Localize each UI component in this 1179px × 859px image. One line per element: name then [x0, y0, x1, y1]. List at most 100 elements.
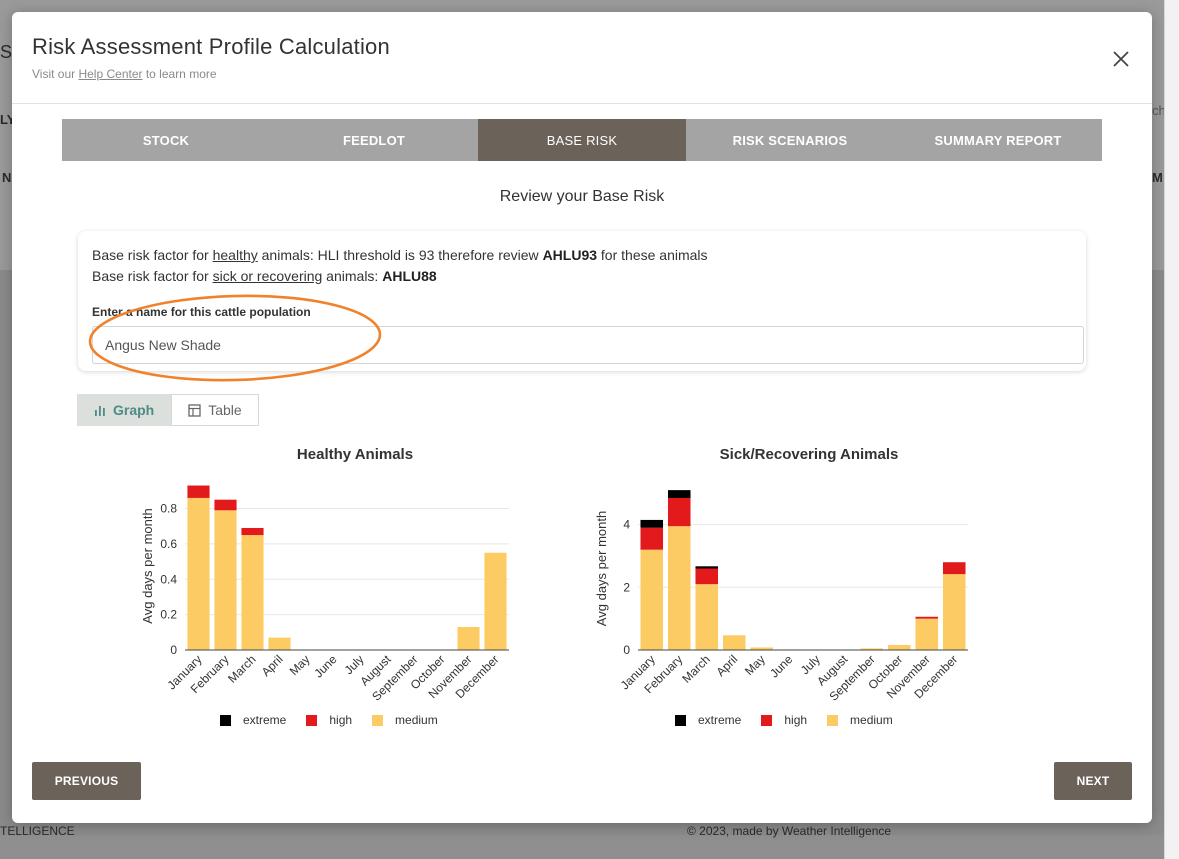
- y-tick-label: 4: [623, 518, 630, 532]
- text: animals: HLI threshold is 93 therefore r…: [257, 247, 543, 263]
- y-axis-label: Avg days per month: [140, 508, 155, 623]
- bar-high-february[interactable]: [214, 499, 237, 511]
- subtitle-prefix: Visit our: [32, 67, 79, 81]
- bar-medium-march[interactable]: [695, 584, 719, 650]
- legend-item-high: high: [761, 713, 807, 727]
- x-tick-label: June: [311, 652, 340, 681]
- background-fragment: M: [1152, 170, 1163, 185]
- bar-chart-icon: [95, 406, 105, 416]
- legend-item-extreme: extreme: [675, 713, 741, 727]
- tab-risk-scenarios[interactable]: RISK SCENARIOS: [732, 132, 848, 148]
- population-name-input[interactable]: [92, 326, 1084, 364]
- tab-feedlot[interactable]: FEEDLOT: [342, 132, 406, 148]
- legend-swatch: [827, 714, 839, 726]
- y-tick-label: 0.6: [160, 537, 177, 551]
- bar-medium-may[interactable]: [750, 647, 774, 650]
- view-toggle: Graph Table: [77, 394, 259, 426]
- previous-button[interactable]: PREVIOUS: [32, 762, 141, 800]
- graph-label: Graph: [113, 402, 155, 418]
- close-button[interactable]: [1110, 48, 1132, 70]
- table-icon: [188, 403, 201, 417]
- bar-medium-november[interactable]: [457, 627, 480, 650]
- bar-medium-february[interactable]: [667, 526, 691, 650]
- background-footer-copyright: © 2023, made by Weather Intelligence: [687, 824, 892, 838]
- bar-extreme-february[interactable]: [667, 490, 691, 498]
- tab-base-risk[interactable]: BASE RISK: [478, 119, 686, 161]
- legend-swatch: [761, 714, 773, 726]
- legend-label: high: [329, 713, 353, 727]
- sick-term: sick or recovering: [212, 268, 323, 284]
- sick-animals-chart: Sick/Recovering Animals 0 2 4 Avg days per …: [578, 440, 998, 740]
- text: Base risk factor for: [92, 247, 213, 263]
- legend-swatch: [220, 714, 231, 726]
- healthy-risk-line: Base risk factor for healthy animals: HL…: [92, 247, 708, 263]
- text: for these animals: [597, 247, 708, 263]
- bar-high-january[interactable]: [640, 527, 664, 550]
- step-tabs: STOCK FEEDLOT BASE RISK RISK SCENARIOS S…: [62, 119, 1102, 161]
- bar-high-january[interactable]: [187, 485, 210, 498]
- x-tick-label: April: [713, 652, 740, 679]
- sick-risk-code: AHLU88: [382, 268, 437, 284]
- bar-high-november[interactable]: [915, 616, 939, 619]
- bar-extreme-january[interactable]: [640, 519, 664, 528]
- bar-medium-april[interactable]: [268, 637, 291, 650]
- y-tick-label: 0.4: [160, 572, 177, 586]
- bar-medium-december[interactable]: [484, 552, 507, 650]
- legend-swatch: [675, 714, 686, 726]
- y-axis-label: Avg days per month: [594, 511, 609, 626]
- chart-title: Sick/Recovering Animals: [719, 446, 899, 463]
- bar-medium-september[interactable]: [860, 648, 884, 650]
- table-view-button[interactable]: Table: [171, 394, 259, 426]
- help-center-link[interactable]: Help Center: [78, 67, 143, 81]
- next-button[interactable]: NEXT: [1054, 762, 1132, 800]
- legend-item-high: high: [306, 713, 352, 727]
- sick-chart-legend: extreme high medium: [675, 713, 893, 727]
- page-scrollbar[interactable]: [1164, 0, 1179, 859]
- legend-label: high: [784, 713, 808, 727]
- bar-medium-january[interactable]: [640, 549, 664, 650]
- healthy-risk-code: AHLU93: [542, 247, 598, 263]
- close-icon: [1113, 51, 1129, 67]
- modal-subtitle: Visit our Help Center to learn more: [32, 67, 217, 81]
- tab-summary-report[interactable]: SUMMARY REPORT: [934, 132, 1062, 148]
- x-tick-label: June: [767, 652, 796, 681]
- legend-item-extreme: extreme: [220, 713, 286, 727]
- text: animals:: [322, 268, 383, 284]
- bar-extreme-march[interactable]: [695, 566, 719, 569]
- table-label: Table: [208, 402, 242, 418]
- background-fragment: S: [0, 42, 13, 62]
- bar-medium-november[interactable]: [915, 618, 939, 650]
- subtitle-suffix: to learn more: [142, 67, 217, 81]
- background-fragment: ch: [1152, 103, 1166, 118]
- bar-high-december[interactable]: [942, 562, 966, 575]
- bar-medium-december[interactable]: [942, 574, 966, 650]
- bar-high-march[interactable]: [695, 568, 719, 585]
- healthy-term: healthy: [212, 247, 258, 263]
- legend-label: medium: [850, 713, 893, 727]
- y-tick-label: 2: [623, 580, 630, 594]
- legend-item-medium: medium: [372, 713, 438, 727]
- legend-label: extreme: [243, 713, 287, 727]
- healthy-chart-legend: extreme high medium: [220, 713, 438, 727]
- modal-title: Risk Assessment Profile Calculation: [32, 34, 390, 59]
- bar-medium-january[interactable]: [187, 497, 210, 650]
- bar-medium-april[interactable]: [722, 635, 746, 650]
- background-footer-brand: TELLIGENCE: [0, 824, 75, 838]
- graph-view-button[interactable]: Graph: [77, 394, 172, 426]
- y-tick-label: 0.8: [160, 502, 177, 516]
- legend-label: extreme: [698, 713, 742, 727]
- x-tick-label: April: [259, 652, 286, 679]
- header-divider: [12, 103, 1152, 104]
- review-heading: Review your Base Risk: [499, 188, 665, 205]
- bar-medium-october[interactable]: [887, 644, 911, 650]
- tab-stock[interactable]: STOCK: [142, 132, 190, 148]
- bar-medium-february[interactable]: [214, 510, 237, 650]
- x-tick-label: March: [679, 652, 712, 685]
- bar-high-february[interactable]: [667, 497, 691, 527]
- text: Base risk factor for: [92, 268, 213, 284]
- bar-high-march[interactable]: [241, 527, 264, 536]
- background-fragment: LY: [0, 112, 16, 127]
- bar-medium-march[interactable]: [241, 535, 264, 650]
- x-tick-label: May: [287, 652, 313, 678]
